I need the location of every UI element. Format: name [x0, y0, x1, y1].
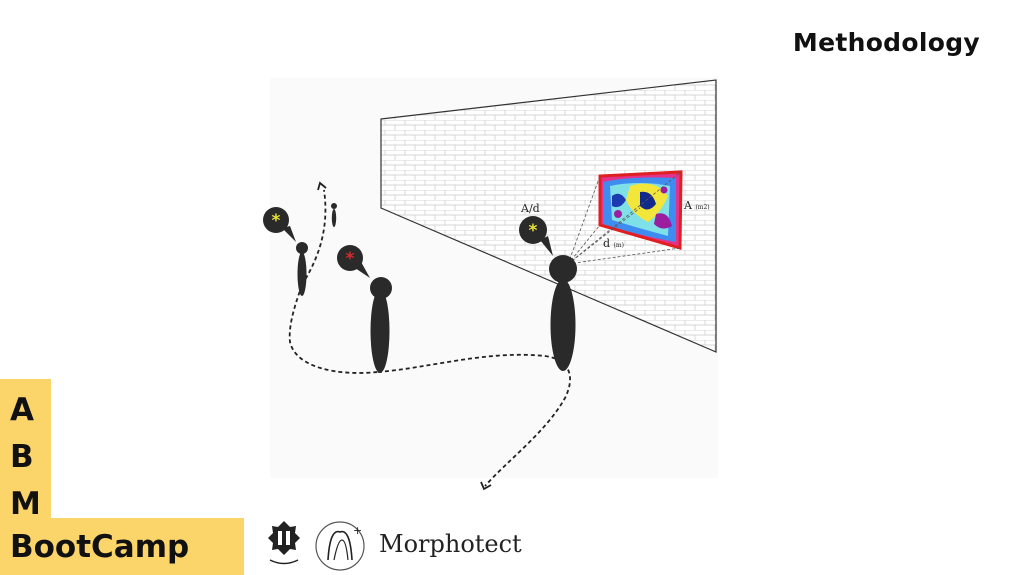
svg-text:*: * — [529, 221, 538, 241]
ratio-label: A/d — [520, 202, 540, 215]
abm-letter-a: A — [10, 392, 34, 428]
wall-artwork — [598, 170, 683, 250]
morphotect-label: Morphotect — [379, 530, 522, 558]
agent-middle — [370, 277, 392, 373]
svg-text:*: * — [346, 249, 355, 269]
abm-letter-m: M — [10, 486, 41, 522]
agent-far — [331, 203, 337, 227]
agent-left — [296, 242, 308, 296]
brick-wall — [380, 79, 717, 353]
svg-text:*: * — [272, 211, 281, 231]
speech-bubble-red: * — [337, 245, 370, 278]
morphotect-logo-icon: + — [315, 521, 365, 571]
agent-main — [549, 255, 577, 371]
page-title: Methodology — [792, 28, 980, 57]
abm-letter-b: B — [10, 439, 34, 475]
svg-text:+: + — [353, 524, 362, 537]
view-lines — [567, 171, 682, 265]
speech-bubble-yellow-left: * — [263, 207, 296, 242]
path-arrowheads — [317, 181, 492, 491]
distance-label: d (m) — [603, 237, 624, 250]
bootcamp-label: BootCamp — [10, 529, 190, 565]
abm-accent-horizontal — [0, 518, 244, 575]
speech-bubble-yellow-main: * — [519, 216, 553, 256]
university-emblem-icon — [268, 521, 300, 565]
area-label: A (m2) — [683, 199, 710, 212]
